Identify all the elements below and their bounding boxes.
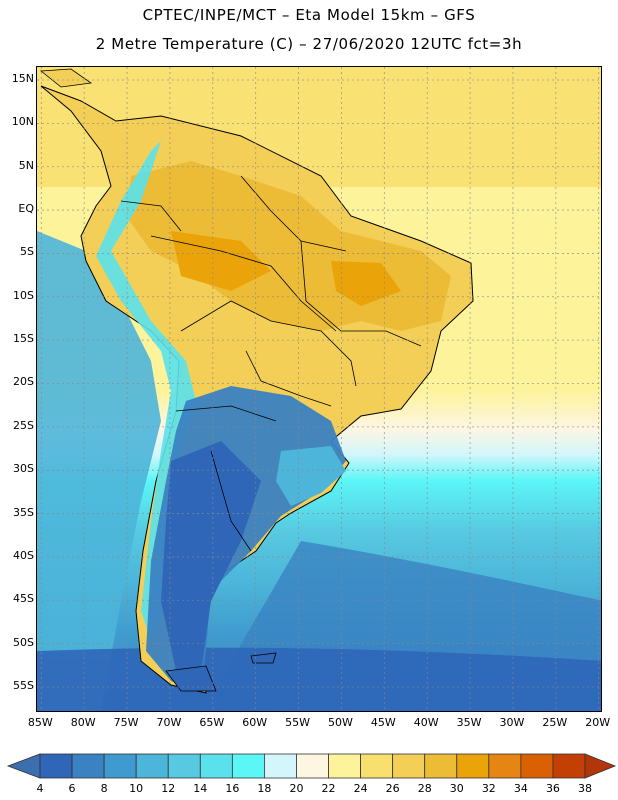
lon-label: 20W xyxy=(585,716,611,729)
lon-label: 55W xyxy=(285,716,310,729)
lat-label: 30S xyxy=(13,462,34,476)
colorbar-tick-label: 32 xyxy=(481,782,496,795)
lon-label: 50W xyxy=(328,716,353,729)
lon-label: 60W xyxy=(242,716,268,729)
lon-label: 40W xyxy=(413,716,439,729)
colorbar-tick-label: 14 xyxy=(193,782,208,795)
colorbar-tick-label: 6 xyxy=(68,782,76,795)
lon-label: 45W xyxy=(370,716,396,729)
colorbar-swatch xyxy=(135,753,169,779)
colorbar-swatch xyxy=(392,753,426,779)
lat-label: 5S xyxy=(20,245,34,259)
colorbar-swatch xyxy=(456,753,490,779)
lat-label: 10N xyxy=(11,115,34,129)
colorbar-tick-label: 26 xyxy=(385,782,400,795)
lat-label: 15S xyxy=(13,332,34,346)
colorbar-tick-label: 28 xyxy=(417,782,432,795)
temperature-map xyxy=(37,67,601,711)
tierra-del-fuego xyxy=(165,665,217,692)
lat-label: 10S xyxy=(13,288,34,302)
lat-label: 55S xyxy=(13,678,34,692)
colorbar-tick-label: 36 xyxy=(545,782,560,795)
lat-label: 15N xyxy=(11,72,34,85)
colorbar-swatch xyxy=(231,753,265,779)
lon-label: 85W xyxy=(27,716,53,729)
lat-label: 25S xyxy=(13,418,34,432)
patagonia-cold xyxy=(161,441,261,671)
colorbar-swatch xyxy=(39,753,73,779)
colorbar-swatch xyxy=(199,753,233,779)
colorbar-tick-label: 34 xyxy=(513,782,528,795)
colorbar-swatch xyxy=(71,753,105,779)
colorbar-tick-label: 18 xyxy=(257,782,272,795)
colorbar-swatch xyxy=(424,753,458,779)
colorbar-tick-label: 22 xyxy=(321,782,336,795)
lon-label: 25W xyxy=(542,716,568,729)
lat-label: 45S xyxy=(13,592,34,606)
colorbar-tick-label: 16 xyxy=(225,782,240,795)
caribbean-islands xyxy=(39,68,93,88)
lat-label: 40S xyxy=(13,548,34,562)
colorbar-max-arrow xyxy=(584,753,617,779)
lon-label: 75W xyxy=(113,716,139,729)
pacific-cool-field xyxy=(37,231,161,711)
uruguay-mild xyxy=(276,446,346,506)
chart-title: CPTEC/INPE/MCT – Eta Model 15km – GFS xyxy=(142,6,476,24)
hot-spot-2 xyxy=(331,261,401,306)
colorbar-tick-label: 24 xyxy=(353,782,368,795)
colorbar-swatch xyxy=(520,753,554,779)
colorbar-swatch xyxy=(328,753,361,779)
lon-label: 80W xyxy=(70,716,96,729)
colorbar-tick-label: 8 xyxy=(100,782,108,795)
colorbar-tick-label: 38 xyxy=(578,782,592,795)
colorbar-tick-label: 20 xyxy=(289,782,304,795)
lat-label: 50S xyxy=(13,635,34,649)
falklands xyxy=(250,652,277,664)
colorbar-swatch xyxy=(167,753,201,779)
lon-label: 65W xyxy=(199,716,225,729)
colorbar-tick-label: 12 xyxy=(161,782,176,795)
lat-label: 35S xyxy=(13,505,34,519)
lat-label: EQ xyxy=(18,202,34,216)
colorbar-swatch xyxy=(264,753,297,779)
colorbar-swatch xyxy=(296,753,329,779)
lat-label: 5N xyxy=(18,158,34,172)
lon-label: 70W xyxy=(156,716,182,729)
graticule xyxy=(37,67,601,711)
colorbar-swatch xyxy=(103,753,137,779)
colorbar-tick-label: 4 xyxy=(36,782,44,795)
lon-label: 30W xyxy=(499,716,525,729)
lon-label: 35W xyxy=(456,716,482,729)
colorbar-swatch xyxy=(360,753,394,779)
chart-subtitle: 2 Metre Temperature (C) – 27/06/2020 12U… xyxy=(95,35,523,53)
colorbar-min-arrow xyxy=(6,753,41,779)
colorbar-tick-label: 10 xyxy=(129,782,144,795)
colorbar-swatch xyxy=(488,753,522,779)
map-panel[interactable] xyxy=(36,66,602,712)
colorbar-swatch xyxy=(552,753,586,779)
lat-label: 20S xyxy=(13,375,34,389)
colorbar-tick-label: 30 xyxy=(449,782,464,795)
